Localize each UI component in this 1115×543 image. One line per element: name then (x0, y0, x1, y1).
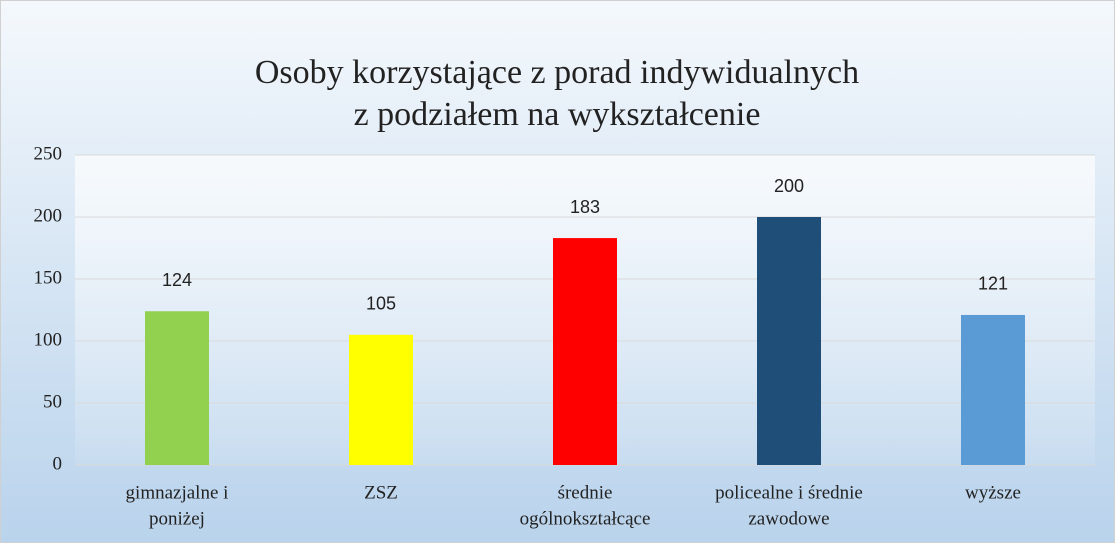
x-tick-label: zawodowe (748, 508, 829, 529)
data-label: 200 (774, 176, 804, 196)
x-tick-label: średnie (558, 482, 613, 503)
y-tick-label: 0 (53, 453, 63, 474)
x-tick-label: gimnazjalne i (126, 482, 229, 503)
chart-title: z podziałem na wykształcenie (354, 96, 761, 133)
x-tick-label: poniżej (149, 508, 205, 529)
x-tick-label: wyższe (965, 482, 1021, 503)
data-label: 105 (366, 294, 396, 314)
y-tick-label: 150 (34, 267, 63, 288)
y-tick-label: 100 (34, 329, 63, 350)
chart-title: Osoby korzystające z porad indywidualnyc… (255, 54, 859, 91)
y-tick-label: 200 (34, 205, 63, 226)
y-tick-label: 50 (43, 391, 62, 412)
data-label: 183 (570, 197, 600, 217)
bar (961, 314, 1025, 465)
bar (145, 311, 209, 465)
bar (349, 334, 413, 465)
x-tick-label: ZSZ (364, 482, 398, 503)
data-label: 121 (978, 274, 1008, 294)
bar (553, 238, 617, 465)
y-tick-label: 250 (34, 143, 63, 164)
data-label: 124 (162, 270, 192, 290)
x-tick-label: ogólnokształcące (520, 508, 651, 529)
bar (757, 217, 821, 465)
x-tick-label: policealne i średnie (715, 482, 863, 503)
